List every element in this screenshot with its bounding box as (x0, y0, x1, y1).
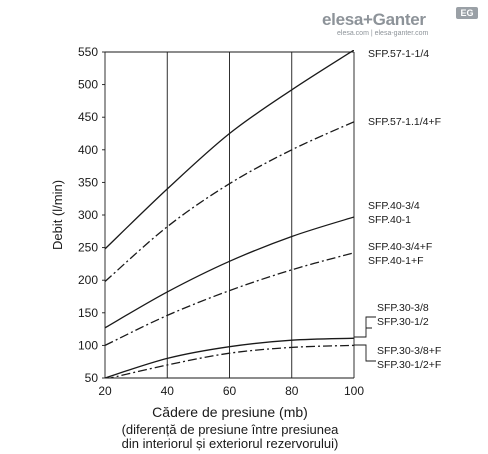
y-axis-title: Debit (l/min) (50, 180, 65, 250)
x-tick-label-60: 60 (223, 384, 237, 398)
brand-logo: elesa+Ganter (322, 10, 426, 29)
series-label-6-2: SFP.30-1/2+F (377, 359, 441, 371)
y-tick-label-200: 200 (78, 273, 98, 287)
series-label-6-1: SFP.30-3/8+F (377, 345, 441, 357)
y-tick-label-250: 250 (78, 241, 98, 255)
series-line-2 (105, 121, 354, 282)
y-tick-label-50: 50 (85, 371, 99, 385)
label-bracket-sfp30 (354, 316, 376, 338)
series-label-1-1: SFP.57-1-1/4 (368, 48, 429, 60)
y-tick-label-500: 500 (78, 78, 98, 92)
x-tick-label-80: 80 (285, 384, 299, 398)
series-line-1 (105, 50, 354, 250)
series-label-3-1: SFP.40-3/4 (368, 200, 420, 212)
brand-website: elesa.com | elesa-ganter.com (337, 30, 429, 37)
series-line-5 (105, 337, 354, 378)
series-line-3 (105, 216, 354, 329)
series-line-4 (105, 252, 354, 346)
series-label-5-2: SFP.30-1/2 (377, 316, 429, 328)
eg-badge: EG (456, 7, 478, 19)
series-label-2-1: SFP.57-1.1/4+F (368, 116, 441, 128)
y-tick-label-400: 400 (78, 143, 98, 157)
y-tick-label-550: 550 (78, 45, 98, 59)
x-axis-note-line-1: (diferență de presiune între presiunea (122, 422, 340, 437)
x-tick-label-20: 20 (98, 384, 112, 398)
x-axis-title: Cădere de presiune (mb) (152, 404, 308, 420)
y-tick-label-450: 450 (78, 110, 98, 124)
series-line-6 (107, 344, 354, 378)
series-label-4-2: SFP.40-1+F (368, 255, 424, 267)
x-tick-label-100: 100 (344, 384, 364, 398)
series-label-5-1: SFP.30-3/8 (377, 302, 429, 314)
y-tick-label-150: 150 (78, 306, 98, 320)
y-tick-label-300: 300 (78, 208, 98, 222)
series-label-3-2: SFP.40-1 (368, 214, 411, 226)
label-bracket-sfp30-f (354, 344, 376, 362)
series-label-4-1: SFP.40-3/4+F (368, 241, 432, 253)
x-axis-note-line-2: din interiorul și exteriorul rezervorulu… (122, 436, 339, 451)
y-tick-label-100: 100 (78, 338, 98, 352)
y-tick-label-350: 350 (78, 175, 98, 189)
x-tick-label-40: 40 (161, 384, 175, 398)
